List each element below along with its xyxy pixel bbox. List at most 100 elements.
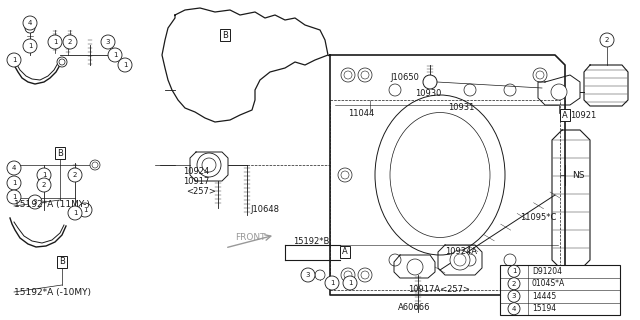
Circle shape — [450, 250, 470, 270]
Circle shape — [37, 178, 51, 192]
Text: 15192*A (11MY-): 15192*A (11MY-) — [14, 201, 90, 210]
Circle shape — [407, 259, 423, 275]
Text: 10924: 10924 — [183, 167, 209, 177]
Text: 1: 1 — [83, 207, 87, 213]
Circle shape — [301, 268, 315, 282]
Text: 10921: 10921 — [570, 111, 596, 121]
Circle shape — [464, 84, 476, 96]
Circle shape — [533, 268, 547, 282]
Text: B: B — [222, 30, 228, 39]
Text: 15194: 15194 — [532, 304, 556, 313]
Circle shape — [23, 16, 37, 30]
Circle shape — [343, 276, 357, 290]
Text: J10648: J10648 — [250, 205, 279, 214]
Circle shape — [7, 190, 21, 204]
Circle shape — [202, 158, 216, 172]
Text: A60666: A60666 — [398, 303, 431, 313]
Text: 0104S*A: 0104S*A — [532, 279, 565, 288]
Text: 15192*B: 15192*B — [293, 237, 330, 246]
Circle shape — [338, 168, 352, 182]
Circle shape — [78, 203, 92, 217]
Text: 11044: 11044 — [348, 108, 374, 117]
Circle shape — [358, 68, 372, 82]
Circle shape — [37, 168, 51, 182]
Circle shape — [341, 268, 355, 282]
Circle shape — [600, 33, 614, 47]
Circle shape — [464, 254, 476, 266]
Text: 1: 1 — [52, 39, 57, 45]
Text: J10650: J10650 — [390, 74, 419, 83]
Circle shape — [108, 48, 122, 62]
Circle shape — [536, 271, 544, 279]
Circle shape — [341, 171, 349, 179]
Text: 10931: 10931 — [448, 103, 474, 113]
Circle shape — [533, 68, 547, 82]
Circle shape — [389, 84, 401, 96]
Circle shape — [325, 276, 339, 290]
Text: 15192*A (-10MY): 15192*A (-10MY) — [14, 287, 91, 297]
Text: FRONT: FRONT — [235, 234, 265, 243]
Circle shape — [315, 270, 325, 280]
Text: 3: 3 — [512, 293, 516, 299]
Bar — [330, 100, 560, 290]
Circle shape — [92, 162, 98, 168]
Text: 2: 2 — [68, 39, 72, 45]
Text: 1: 1 — [28, 43, 32, 49]
Circle shape — [423, 75, 437, 89]
Bar — [500, 265, 620, 315]
Circle shape — [361, 71, 369, 79]
Text: 3: 3 — [106, 39, 110, 45]
Text: A: A — [342, 247, 348, 257]
Text: 1: 1 — [12, 180, 16, 186]
Text: 1: 1 — [123, 62, 127, 68]
Circle shape — [358, 268, 372, 282]
Text: A: A — [562, 110, 568, 119]
Text: 11095*C: 11095*C — [520, 213, 556, 222]
Circle shape — [454, 254, 466, 266]
Text: 4: 4 — [512, 306, 516, 312]
Text: 1: 1 — [73, 210, 77, 216]
Circle shape — [344, 71, 352, 79]
Text: 2: 2 — [42, 182, 46, 188]
Text: 1: 1 — [348, 280, 352, 286]
Circle shape — [508, 303, 520, 315]
Text: 4: 4 — [28, 20, 32, 26]
Circle shape — [504, 254, 516, 266]
Text: 14445: 14445 — [532, 292, 556, 301]
Text: B: B — [59, 258, 65, 267]
Circle shape — [344, 271, 352, 279]
Circle shape — [48, 35, 62, 49]
Text: 2: 2 — [512, 281, 516, 287]
Text: 10924A: 10924A — [445, 246, 477, 255]
Text: 1: 1 — [512, 268, 516, 274]
Text: 4: 4 — [12, 165, 16, 171]
Circle shape — [551, 84, 567, 100]
Circle shape — [59, 59, 65, 65]
Text: <257>: <257> — [186, 188, 216, 196]
Circle shape — [341, 68, 355, 82]
Circle shape — [7, 176, 21, 190]
Text: 1: 1 — [330, 280, 334, 286]
Text: 3: 3 — [306, 272, 310, 278]
Text: 10930: 10930 — [415, 89, 442, 98]
Text: 1: 1 — [12, 57, 16, 63]
Text: B: B — [57, 148, 63, 157]
Circle shape — [101, 35, 115, 49]
Circle shape — [68, 168, 82, 182]
Text: 10917: 10917 — [183, 178, 209, 187]
Circle shape — [508, 278, 520, 290]
Circle shape — [508, 290, 520, 302]
Circle shape — [23, 39, 37, 53]
Text: 1: 1 — [12, 194, 16, 200]
Text: 1: 1 — [113, 52, 117, 58]
Text: 1: 1 — [42, 172, 46, 178]
Text: NS: NS — [572, 171, 584, 180]
Text: 3: 3 — [33, 199, 37, 205]
Circle shape — [63, 35, 77, 49]
Circle shape — [536, 71, 544, 79]
Text: 2: 2 — [73, 172, 77, 178]
Circle shape — [7, 53, 21, 67]
Text: 10917A<257>: 10917A<257> — [408, 285, 470, 294]
Circle shape — [57, 57, 67, 67]
Circle shape — [389, 254, 401, 266]
